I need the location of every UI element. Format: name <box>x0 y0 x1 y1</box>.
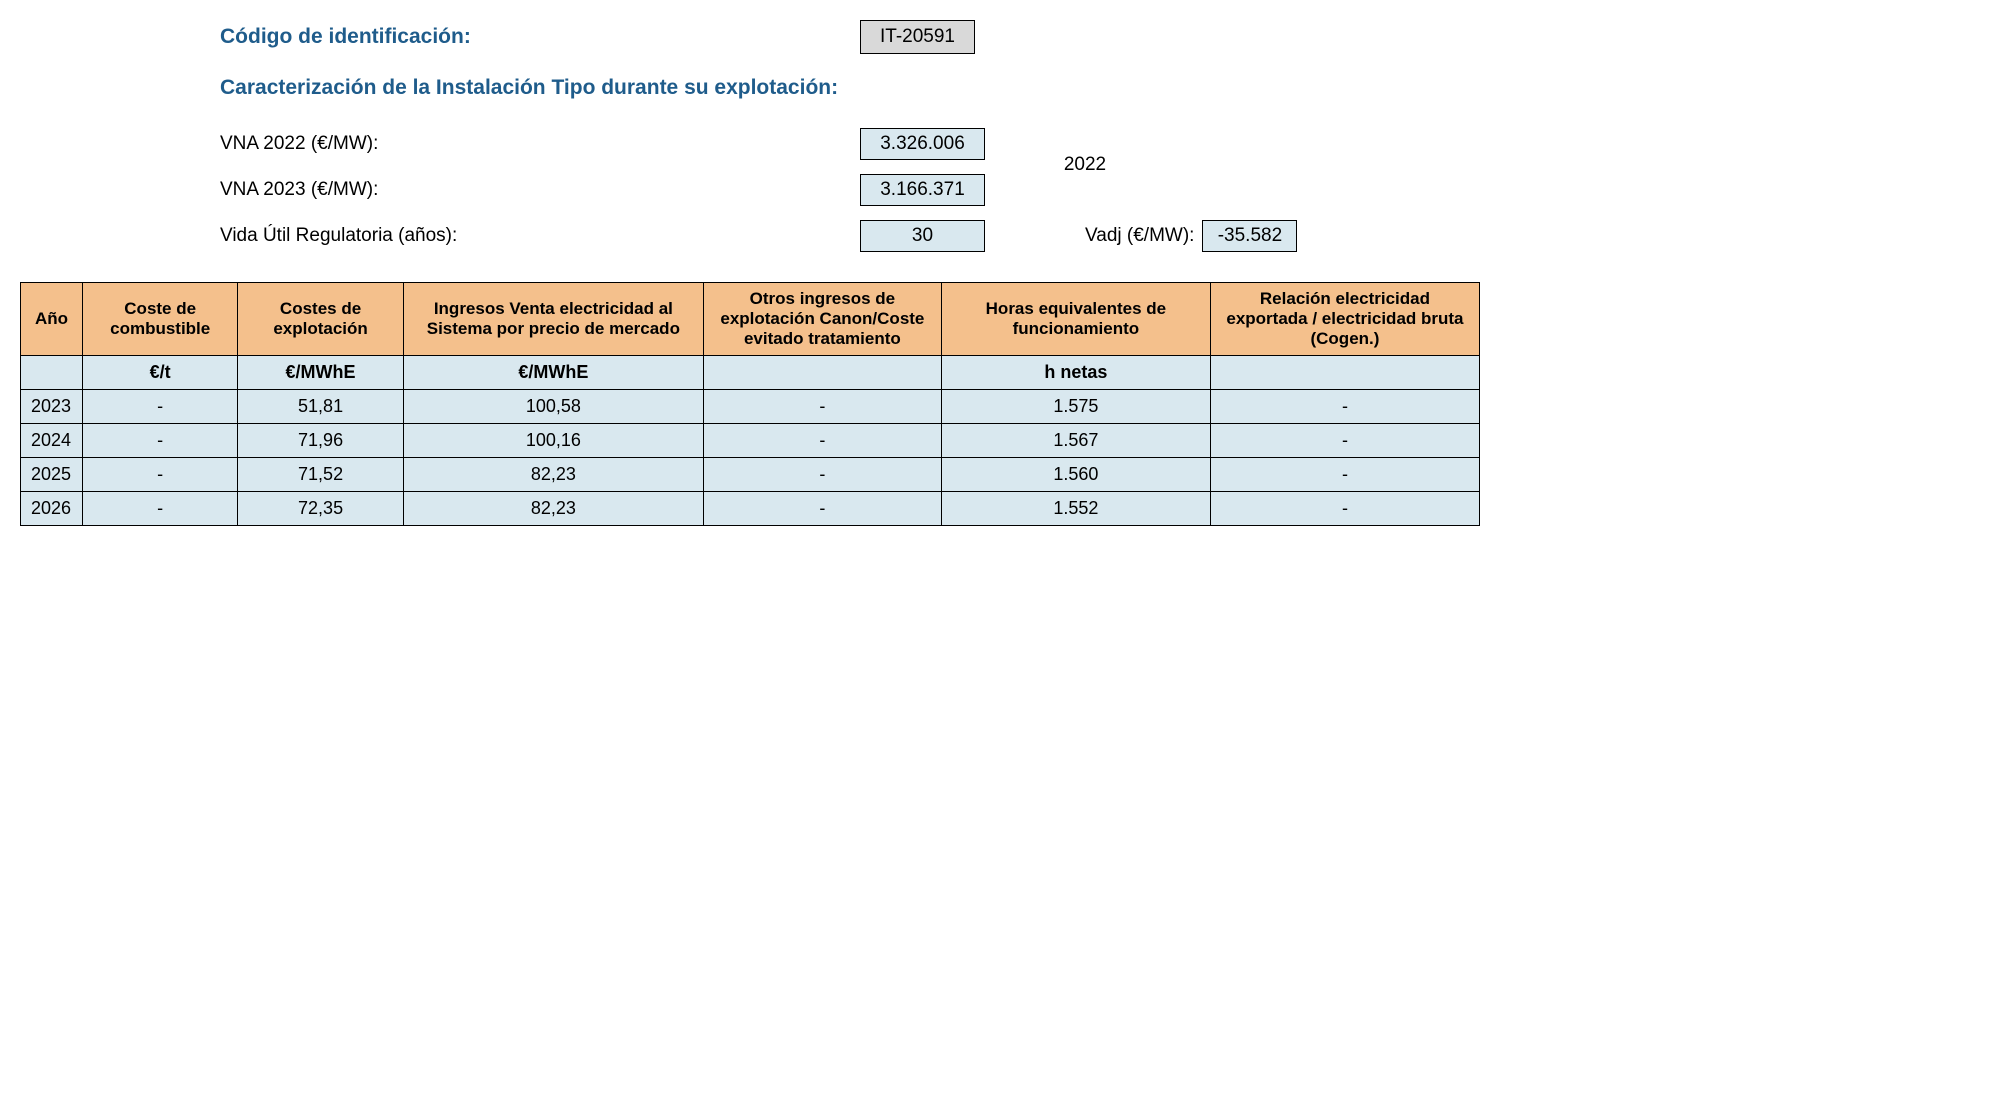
col-header-ratio: Relación electricidad exportada / electr… <box>1210 283 1479 356</box>
table-cell: 2025 <box>21 458 83 492</box>
col-header-year: Año <box>21 283 83 356</box>
unit-cell <box>21 356 83 390</box>
table-cell: - <box>703 458 941 492</box>
header-block: Código de identificación: IT-20591 Carac… <box>220 20 1980 252</box>
vna2022-label: VNA 2022 (€/MW): <box>220 133 860 155</box>
vadj-value: -35.582 <box>1202 220 1297 252</box>
table-cell: - <box>83 390 238 424</box>
table-cell: 1.567 <box>941 424 1210 458</box>
data-table: Año Coste de combustible Costes de explo… <box>20 282 1480 526</box>
col-header-other: Otros ingresos de explotación Canon/Cost… <box>703 283 941 356</box>
vida-value: 30 <box>860 220 985 252</box>
table-cell: - <box>1210 492 1479 526</box>
table-row: 2025-71,5282,23-1.560- <box>21 458 1480 492</box>
table-cell: 2024 <box>21 424 83 458</box>
table-cell: 82,23 <box>403 458 703 492</box>
table-cell: - <box>703 492 941 526</box>
vna2022-value: 3.326.006 <box>860 128 985 160</box>
section-title: Caracterización de la Instalación Tipo d… <box>220 76 838 100</box>
id-value-box: IT-20591 <box>860 20 975 54</box>
table-units-row: €/t €/MWhE €/MWhE h netas <box>21 356 1480 390</box>
unit-cell <box>1210 356 1479 390</box>
col-header-hours: Horas equivalentes de funcionamiento <box>941 283 1210 356</box>
year-ref: 2022 <box>1064 154 1106 176</box>
table-cell: 1.560 <box>941 458 1210 492</box>
table-cell: 71,52 <box>238 458 404 492</box>
vna2023-value: 3.166.371 <box>860 174 985 206</box>
id-label: Código de identificación: <box>220 25 860 49</box>
table-cell: 51,81 <box>238 390 404 424</box>
table-cell: - <box>1210 390 1479 424</box>
vida-label: Vida Útil Regulatoria (años): <box>220 225 860 247</box>
table-cell: 1.552 <box>941 492 1210 526</box>
col-header-income: Ingresos Venta electricidad al Sistema p… <box>403 283 703 356</box>
table-cell: 72,35 <box>238 492 404 526</box>
unit-cell: €/MWhE <box>403 356 703 390</box>
unit-cell: h netas <box>941 356 1210 390</box>
table-row: 2023-51,81100,58-1.575- <box>21 390 1480 424</box>
table-cell: - <box>703 390 941 424</box>
table-cell: - <box>83 458 238 492</box>
table-cell: - <box>703 424 941 458</box>
table-cell: 71,96 <box>238 424 404 458</box>
table-row: 2026-72,3582,23-1.552- <box>21 492 1480 526</box>
unit-cell: €/MWhE <box>238 356 404 390</box>
table-cell: 100,58 <box>403 390 703 424</box>
col-header-fuel: Coste de combustible <box>83 283 238 356</box>
unit-cell: €/t <box>83 356 238 390</box>
table-cell: 1.575 <box>941 390 1210 424</box>
table-body: €/t €/MWhE €/MWhE h netas 2023-51,81100,… <box>21 356 1480 526</box>
table-cell: - <box>1210 424 1479 458</box>
table-cell: - <box>83 424 238 458</box>
unit-cell <box>703 356 941 390</box>
table-cell: 100,16 <box>403 424 703 458</box>
table-cell: 2026 <box>21 492 83 526</box>
vadj-label: Vadj (€/MW): <box>1085 225 1194 247</box>
table-cell: 2023 <box>21 390 83 424</box>
vna2023-label: VNA 2023 (€/MW): <box>220 179 860 201</box>
col-header-opex: Costes de explotación <box>238 283 404 356</box>
table-cell: - <box>1210 458 1479 492</box>
table-header-row: Año Coste de combustible Costes de explo… <box>21 283 1480 356</box>
table-row: 2024-71,96100,16-1.567- <box>21 424 1480 458</box>
table-cell: 82,23 <box>403 492 703 526</box>
table-cell: - <box>83 492 238 526</box>
